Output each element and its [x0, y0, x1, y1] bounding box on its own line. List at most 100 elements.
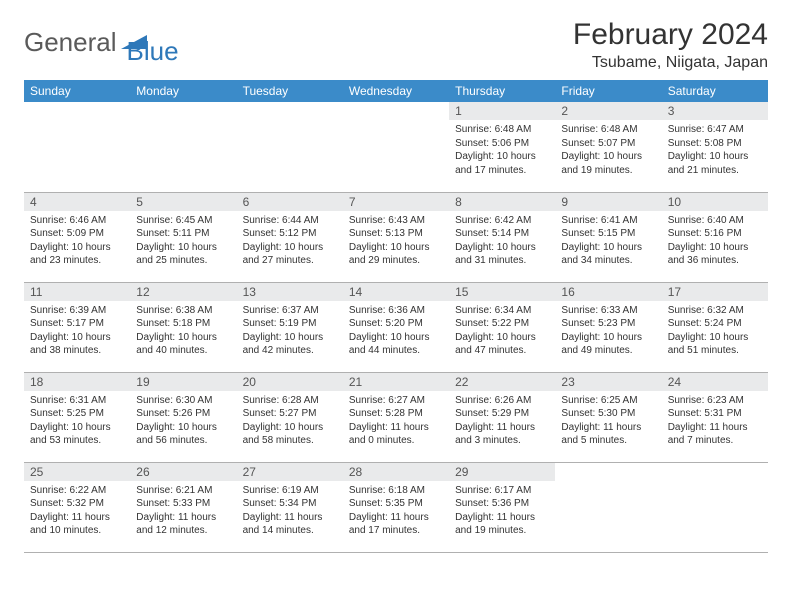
day-details: Sunrise: 6:33 AMSunset: 5:23 PMDaylight:… — [555, 301, 661, 361]
calendar-day-cell: 18Sunrise: 6:31 AMSunset: 5:25 PMDayligh… — [24, 372, 130, 462]
header: General Blue February 2024 Tsubame, Niig… — [24, 18, 768, 72]
calendar-day-cell: 26Sunrise: 6:21 AMSunset: 5:33 PMDayligh… — [130, 462, 236, 552]
calendar-day-cell — [343, 102, 449, 192]
calendar-day-cell: 14Sunrise: 6:36 AMSunset: 5:20 PMDayligh… — [343, 282, 449, 372]
day-details: Sunrise: 6:38 AMSunset: 5:18 PMDaylight:… — [130, 301, 236, 361]
calendar-day-cell: 6Sunrise: 6:44 AMSunset: 5:12 PMDaylight… — [237, 192, 343, 282]
day-details: Sunrise: 6:18 AMSunset: 5:35 PMDaylight:… — [343, 481, 449, 541]
day-number: 23 — [555, 373, 661, 391]
calendar-day-cell: 5Sunrise: 6:45 AMSunset: 5:11 PMDaylight… — [130, 192, 236, 282]
day-details: Sunrise: 6:32 AMSunset: 5:24 PMDaylight:… — [662, 301, 768, 361]
calendar-day-cell — [130, 102, 236, 192]
day-details: Sunrise: 6:34 AMSunset: 5:22 PMDaylight:… — [449, 301, 555, 361]
calendar-day-cell: 13Sunrise: 6:37 AMSunset: 5:19 PMDayligh… — [237, 282, 343, 372]
day-details: Sunrise: 6:42 AMSunset: 5:14 PMDaylight:… — [449, 211, 555, 271]
calendar-day-cell: 25Sunrise: 6:22 AMSunset: 5:32 PMDayligh… — [24, 462, 130, 552]
day-details: Sunrise: 6:19 AMSunset: 5:34 PMDaylight:… — [237, 481, 343, 541]
day-number: 5 — [130, 193, 236, 211]
day-details: Sunrise: 6:40 AMSunset: 5:16 PMDaylight:… — [662, 211, 768, 271]
day-number: 21 — [343, 373, 449, 391]
calendar-day-cell: 27Sunrise: 6:19 AMSunset: 5:34 PMDayligh… — [237, 462, 343, 552]
day-number: 27 — [237, 463, 343, 481]
day-number: 4 — [24, 193, 130, 211]
calendar-day-cell — [24, 102, 130, 192]
weekday-header: Thursday — [449, 80, 555, 102]
day-details: Sunrise: 6:23 AMSunset: 5:31 PMDaylight:… — [662, 391, 768, 451]
day-number: 1 — [449, 102, 555, 120]
calendar-day-cell: 21Sunrise: 6:27 AMSunset: 5:28 PMDayligh… — [343, 372, 449, 462]
day-details: Sunrise: 6:17 AMSunset: 5:36 PMDaylight:… — [449, 481, 555, 541]
day-number: 25 — [24, 463, 130, 481]
calendar-day-cell: 2Sunrise: 6:48 AMSunset: 5:07 PMDaylight… — [555, 102, 661, 192]
weekday-header-row: Sunday Monday Tuesday Wednesday Thursday… — [24, 80, 768, 102]
calendar-day-cell: 19Sunrise: 6:30 AMSunset: 5:26 PMDayligh… — [130, 372, 236, 462]
day-details: Sunrise: 6:31 AMSunset: 5:25 PMDaylight:… — [24, 391, 130, 451]
day-number: 7 — [343, 193, 449, 211]
calendar-day-cell — [555, 462, 661, 552]
day-number: 16 — [555, 283, 661, 301]
day-details: Sunrise: 6:26 AMSunset: 5:29 PMDaylight:… — [449, 391, 555, 451]
day-details: Sunrise: 6:36 AMSunset: 5:20 PMDaylight:… — [343, 301, 449, 361]
page-title: February 2024 — [573, 18, 768, 52]
weekday-header: Saturday — [662, 80, 768, 102]
weekday-header: Wednesday — [343, 80, 449, 102]
day-number: 26 — [130, 463, 236, 481]
brand-text-blue: Blue — [127, 36, 179, 67]
day-details: Sunrise: 6:28 AMSunset: 5:27 PMDaylight:… — [237, 391, 343, 451]
calendar-day-cell: 9Sunrise: 6:41 AMSunset: 5:15 PMDaylight… — [555, 192, 661, 282]
day-number: 24 — [662, 373, 768, 391]
calendar-day-cell: 7Sunrise: 6:43 AMSunset: 5:13 PMDaylight… — [343, 192, 449, 282]
calendar-week-row: 4Sunrise: 6:46 AMSunset: 5:09 PMDaylight… — [24, 192, 768, 282]
weekday-header: Tuesday — [237, 80, 343, 102]
day-number: 11 — [24, 283, 130, 301]
calendar-day-cell: 20Sunrise: 6:28 AMSunset: 5:27 PMDayligh… — [237, 372, 343, 462]
day-number: 6 — [237, 193, 343, 211]
calendar-week-row: 25Sunrise: 6:22 AMSunset: 5:32 PMDayligh… — [24, 462, 768, 552]
day-number: 18 — [24, 373, 130, 391]
day-details: Sunrise: 6:44 AMSunset: 5:12 PMDaylight:… — [237, 211, 343, 271]
calendar-day-cell: 1Sunrise: 6:48 AMSunset: 5:06 PMDaylight… — [449, 102, 555, 192]
day-details: Sunrise: 6:39 AMSunset: 5:17 PMDaylight:… — [24, 301, 130, 361]
weekday-header: Friday — [555, 80, 661, 102]
calendar-body: 1Sunrise: 6:48 AMSunset: 5:06 PMDaylight… — [24, 102, 768, 552]
day-number: 3 — [662, 102, 768, 120]
day-details: Sunrise: 6:41 AMSunset: 5:15 PMDaylight:… — [555, 211, 661, 271]
day-number: 28 — [343, 463, 449, 481]
title-block: February 2024 Tsubame, Niigata, Japan — [573, 18, 768, 72]
calendar-day-cell — [237, 102, 343, 192]
calendar-day-cell: 15Sunrise: 6:34 AMSunset: 5:22 PMDayligh… — [449, 282, 555, 372]
calendar-day-cell: 16Sunrise: 6:33 AMSunset: 5:23 PMDayligh… — [555, 282, 661, 372]
day-number: 17 — [662, 283, 768, 301]
calendar-day-cell: 12Sunrise: 6:38 AMSunset: 5:18 PMDayligh… — [130, 282, 236, 372]
day-number: 15 — [449, 283, 555, 301]
calendar-day-cell: 8Sunrise: 6:42 AMSunset: 5:14 PMDaylight… — [449, 192, 555, 282]
calendar-day-cell: 23Sunrise: 6:25 AMSunset: 5:30 PMDayligh… — [555, 372, 661, 462]
day-number: 22 — [449, 373, 555, 391]
day-details: Sunrise: 6:48 AMSunset: 5:06 PMDaylight:… — [449, 120, 555, 180]
calendar-week-row: 18Sunrise: 6:31 AMSunset: 5:25 PMDayligh… — [24, 372, 768, 462]
calendar-week-row: 1Sunrise: 6:48 AMSunset: 5:06 PMDaylight… — [24, 102, 768, 192]
brand-logo: General Blue — [24, 18, 179, 67]
day-details: Sunrise: 6:48 AMSunset: 5:07 PMDaylight:… — [555, 120, 661, 180]
day-details: Sunrise: 6:22 AMSunset: 5:32 PMDaylight:… — [24, 481, 130, 541]
day-number: 13 — [237, 283, 343, 301]
calendar-day-cell: 29Sunrise: 6:17 AMSunset: 5:36 PMDayligh… — [449, 462, 555, 552]
calendar-day-cell: 22Sunrise: 6:26 AMSunset: 5:29 PMDayligh… — [449, 372, 555, 462]
calendar-day-cell: 11Sunrise: 6:39 AMSunset: 5:17 PMDayligh… — [24, 282, 130, 372]
day-number: 12 — [130, 283, 236, 301]
weekday-header: Sunday — [24, 80, 130, 102]
calendar-day-cell: 10Sunrise: 6:40 AMSunset: 5:16 PMDayligh… — [662, 192, 768, 282]
day-number: 14 — [343, 283, 449, 301]
day-details: Sunrise: 6:43 AMSunset: 5:13 PMDaylight:… — [343, 211, 449, 271]
day-number: 10 — [662, 193, 768, 211]
calendar-day-cell: 24Sunrise: 6:23 AMSunset: 5:31 PMDayligh… — [662, 372, 768, 462]
calendar-day-cell — [662, 462, 768, 552]
calendar-week-row: 11Sunrise: 6:39 AMSunset: 5:17 PMDayligh… — [24, 282, 768, 372]
day-details: Sunrise: 6:45 AMSunset: 5:11 PMDaylight:… — [130, 211, 236, 271]
day-number: 8 — [449, 193, 555, 211]
weekday-header: Monday — [130, 80, 236, 102]
calendar-day-cell: 4Sunrise: 6:46 AMSunset: 5:09 PMDaylight… — [24, 192, 130, 282]
day-details: Sunrise: 6:21 AMSunset: 5:33 PMDaylight:… — [130, 481, 236, 541]
location-subtitle: Tsubame, Niigata, Japan — [573, 54, 768, 72]
day-details: Sunrise: 6:37 AMSunset: 5:19 PMDaylight:… — [237, 301, 343, 361]
